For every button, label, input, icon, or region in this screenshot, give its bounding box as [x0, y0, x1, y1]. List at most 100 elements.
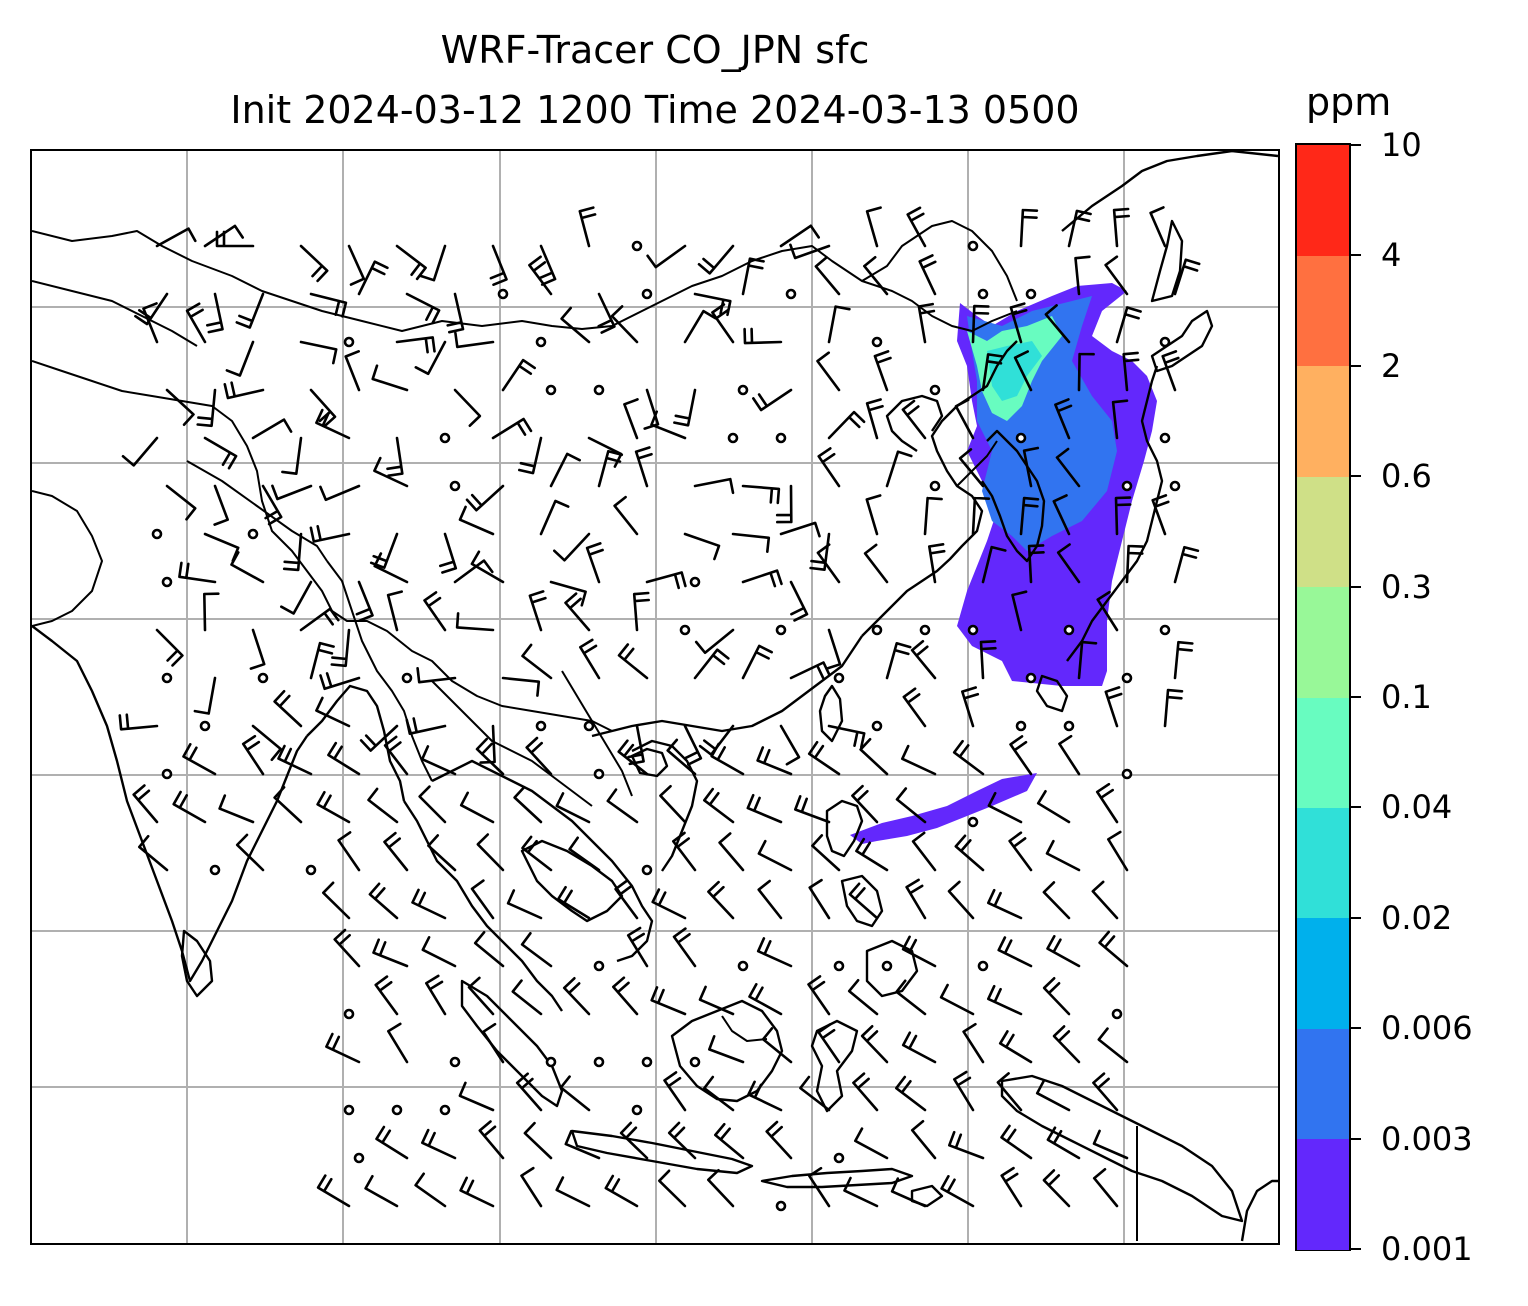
wind-barb [414, 1172, 447, 1208]
wind-barb [855, 837, 889, 872]
colorbar-tick-label: 0.3 [1381, 567, 1432, 606]
colorbar-segment [1297, 145, 1349, 256]
calm-marker [535, 336, 547, 348]
colorbar-tick-label: 0.04 [1381, 788, 1453, 827]
wind-barb [511, 979, 543, 1016]
wind-barb [789, 243, 831, 260]
wind-barb [182, 743, 217, 776]
colorbar-units: ppm [1306, 80, 1392, 124]
wind-barb [756, 937, 793, 968]
wind-barb [683, 724, 703, 766]
wind-barb [748, 983, 783, 1016]
wind-barb [299, 340, 338, 365]
wind-barb [465, 484, 505, 512]
calm-marker [161, 768, 173, 780]
wind-barb [1097, 1027, 1129, 1064]
wind-barb [506, 889, 543, 920]
wind-barb [1107, 830, 1129, 872]
calm-marker [871, 336, 883, 348]
wind-barb [851, 784, 879, 824]
wind-barb [1092, 1072, 1119, 1112]
calm-marker [391, 1104, 403, 1116]
wind-barb [419, 244, 447, 282]
wind-barb [319, 672, 361, 691]
calm-marker [1159, 336, 1171, 348]
wind-barb [708, 1035, 745, 1064]
wind-barb [1008, 831, 1033, 872]
colorbar-segment [1297, 697, 1349, 808]
wind-barb [623, 398, 639, 440]
wind-barb [1092, 1129, 1129, 1160]
wind-barb [971, 496, 991, 536]
wind-barb [373, 552, 409, 584]
border-kazakhstan [32, 280, 198, 347]
wind-barb [355, 580, 374, 622]
wind-barb [987, 791, 1023, 824]
wind-barb [458, 1081, 495, 1112]
wind-barb [632, 591, 650, 632]
wind-barb [807, 740, 841, 776]
calm-marker [679, 624, 691, 636]
wind-barb [132, 784, 159, 824]
wind-barb [383, 735, 409, 776]
wind-barb [1173, 258, 1201, 296]
calm-marker [737, 960, 749, 972]
border-laos-thailand [431, 680, 593, 807]
wind-barb [757, 839, 793, 872]
wind-barb [998, 1030, 1033, 1064]
calm-marker [785, 288, 797, 300]
wind-barb [917, 302, 936, 344]
wind-barb [425, 974, 447, 1016]
map-panel [30, 149, 1280, 1245]
wind-barb [315, 408, 351, 440]
colorbar-segment [1297, 1138, 1349, 1250]
wind-barb [1036, 790, 1071, 824]
calm-marker [593, 384, 605, 396]
coast-sulawesi [810, 1019, 859, 1113]
wind-barb [1122, 351, 1140, 392]
coast-indochina [431, 759, 654, 963]
coast-hainan [630, 747, 669, 778]
colorbar-tick [1351, 254, 1361, 257]
coast-china-east [861, 340, 1018, 637]
wind-barb [646, 244, 687, 269]
wind-barb [459, 1176, 495, 1208]
wind-barb [374, 975, 399, 1016]
wind-barb [789, 661, 831, 680]
wind-barb [863, 543, 889, 584]
wind-barb [316, 1174, 351, 1208]
wind-barb [911, 831, 937, 872]
wind-barb [213, 484, 229, 526]
wind-barb [683, 532, 721, 561]
wind-barb [971, 304, 990, 344]
wind-barb [997, 936, 1033, 968]
wind-barb [847, 979, 879, 1016]
wind-barb [327, 741, 361, 776]
wind-barb [453, 559, 494, 584]
map-title-line2: Init 2024-03-12 1200 Time 2024-03-13 050… [230, 88, 1080, 132]
wind-barb [952, 739, 985, 776]
colorbar-segment [1297, 586, 1349, 698]
coast-new-guinea [1000, 1074, 1244, 1223]
wind-barb [617, 739, 649, 776]
wind-barb [902, 687, 927, 728]
calm-marker [497, 288, 509, 300]
wind-barb [218, 794, 255, 824]
calm-marker [343, 1008, 355, 1020]
wind-barb [193, 676, 217, 715]
map-canvas [32, 151, 1278, 1243]
wind-barb [854, 1127, 889, 1160]
wind-barb [1098, 930, 1129, 968]
calm-marker [1015, 432, 1027, 444]
wind-barb [673, 388, 697, 427]
calm-marker [871, 624, 883, 636]
wind-barb [901, 399, 927, 440]
calm-marker [833, 672, 845, 684]
wind-barb [808, 878, 831, 920]
coastlines [32, 151, 1278, 1242]
wind-barb [948, 1130, 985, 1160]
colorbar-segment [1297, 807, 1349, 919]
wind-barb [711, 303, 735, 344]
calm-marker [1025, 672, 1037, 684]
wind-barb [372, 938, 409, 968]
